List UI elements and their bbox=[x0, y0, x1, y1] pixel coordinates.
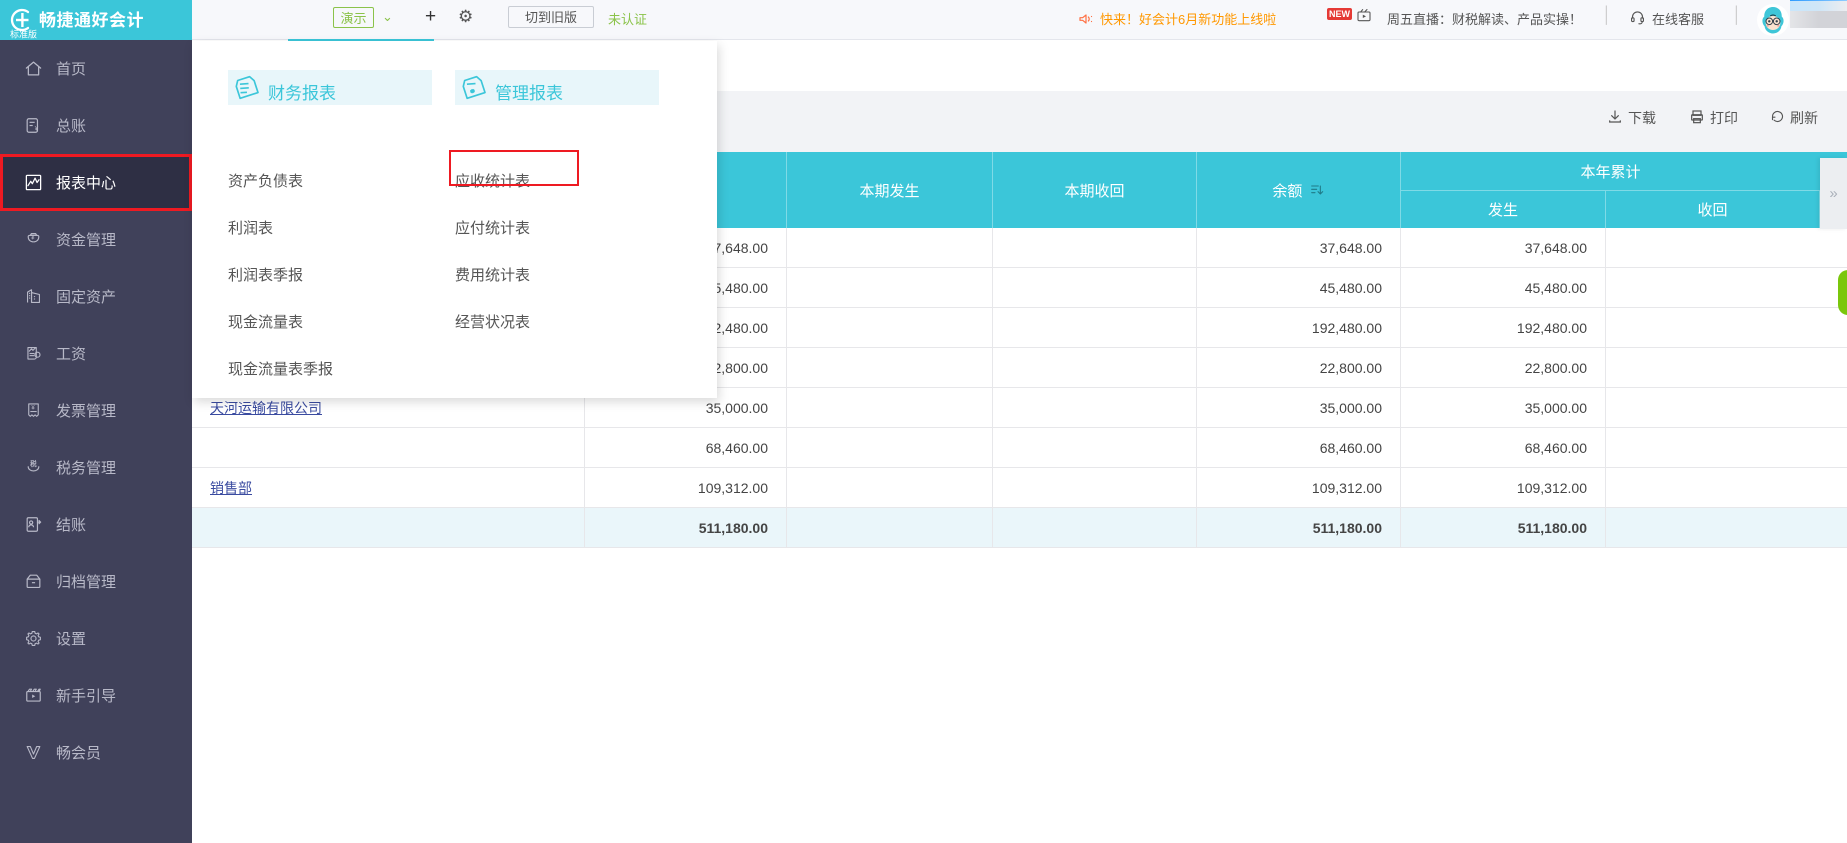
svg-text:¥: ¥ bbox=[35, 125, 39, 132]
svg-text:¥: ¥ bbox=[31, 406, 35, 412]
svg-text:¥: ¥ bbox=[31, 235, 35, 241]
svg-text:税: 税 bbox=[30, 459, 37, 468]
